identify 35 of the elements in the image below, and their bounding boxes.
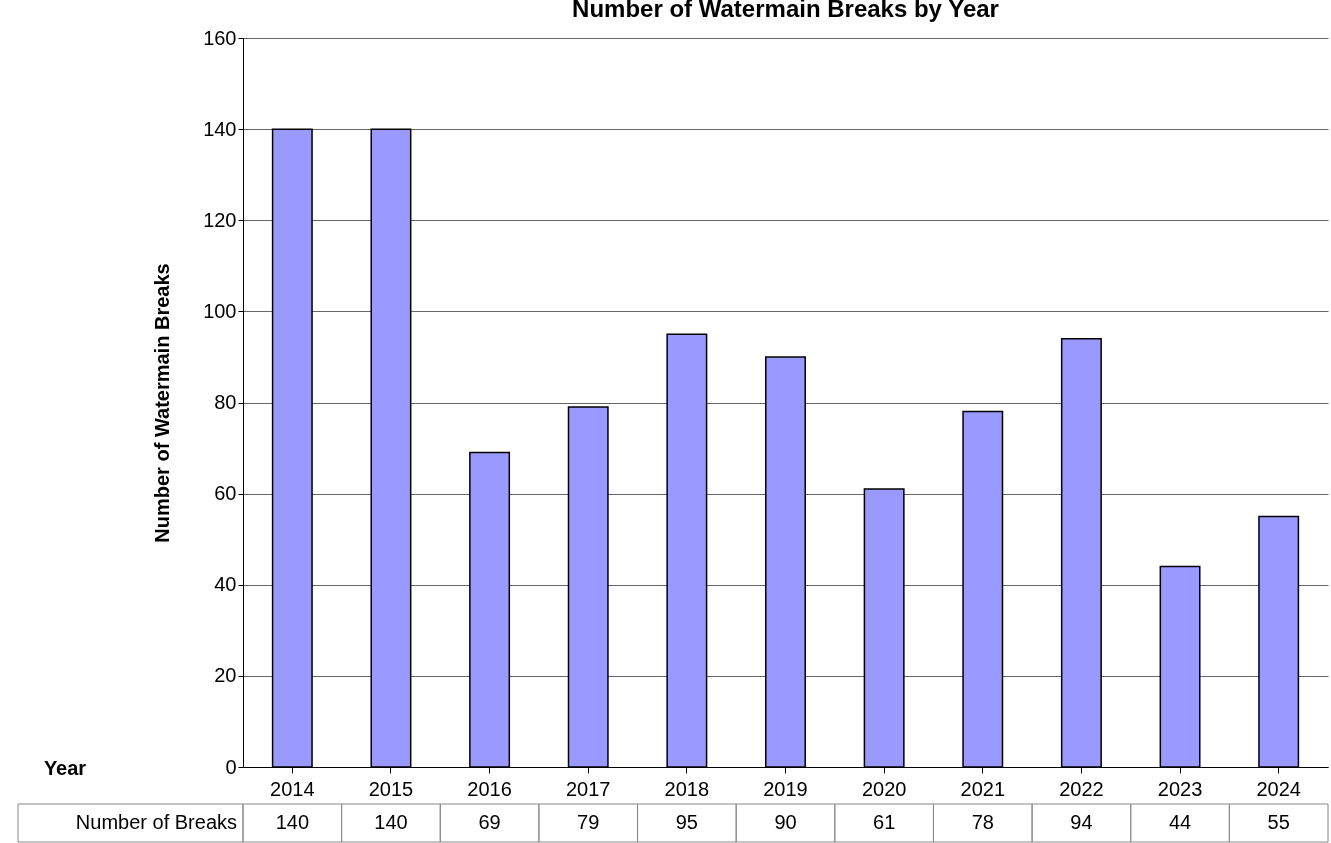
data-label: 55 (1267, 811, 1290, 833)
y-tick-label: 140 (203, 117, 237, 140)
y-axis-title: Number of Watermain Breaks (151, 263, 174, 543)
x-tick-label: 2014 (270, 777, 315, 800)
data-label: 94 (1070, 811, 1093, 833)
y-tick-label: 0 (225, 755, 237, 778)
x-tick-label: 2023 (1157, 777, 1203, 800)
data-label: 90 (774, 811, 797, 833)
text: Number of Breaks (75, 811, 237, 833)
y-tick-label: 60 (214, 482, 237, 505)
data-label: 140 (275, 811, 310, 833)
x-tick-label: 2021 (960, 777, 1006, 800)
x-tick-label: 2020 (861, 777, 907, 800)
x-tick-label: 2017 (565, 777, 611, 800)
text: Year (43, 757, 87, 779)
data-label: 44 (1168, 811, 1192, 833)
y-tick-label: 100 (203, 299, 237, 322)
x-tick-label: 2015 (368, 777, 414, 800)
y-tick-label: 40 (214, 573, 237, 596)
data-label: 79 (577, 811, 600, 833)
data-label: 69 (478, 811, 501, 833)
y-tick-label: 20 (214, 664, 237, 687)
data-label: 61 (873, 811, 896, 833)
x-tick-label: 2019 (763, 777, 808, 800)
data-label: 140 (374, 811, 408, 833)
y-tick-label: 80 (214, 391, 237, 413)
chart-title: Number of Watermain Breaks by Year (572, 0, 999, 22)
data-label: 78 (971, 811, 994, 833)
x-tick-label: 2016 (467, 777, 512, 800)
x-tick-label: 2024 (1256, 777, 1301, 800)
x-tick-label: 2022 (1059, 777, 1104, 800)
data-label: 95 (675, 811, 698, 833)
y-tick-label: 160 (203, 26, 237, 49)
x-tick-label: 2018 (664, 777, 710, 800)
y-tick-label: 120 (203, 208, 237, 231)
